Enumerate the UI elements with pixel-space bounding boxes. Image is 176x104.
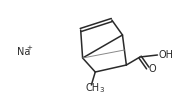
Text: O: O	[149, 64, 156, 74]
Text: 3: 3	[99, 87, 104, 93]
Text: OH: OH	[158, 50, 173, 60]
Text: Na: Na	[17, 47, 31, 57]
Text: CH: CH	[86, 83, 100, 93]
Text: +: +	[26, 45, 32, 51]
